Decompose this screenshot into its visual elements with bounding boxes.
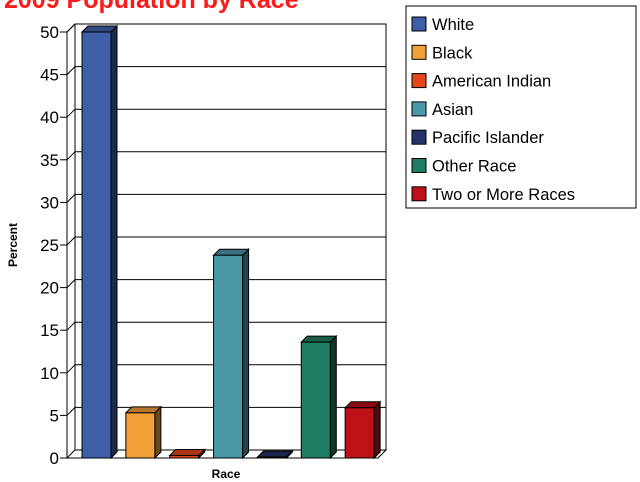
legend-box xyxy=(405,5,637,209)
gridline-side xyxy=(66,364,76,374)
bar-top xyxy=(168,448,206,456)
legend-swatch xyxy=(411,186,427,202)
legend-label: Two or More Races xyxy=(432,186,575,204)
legend-item: Pacific Islander xyxy=(411,129,544,147)
y-axis-title: Percent xyxy=(6,223,20,267)
legend-swatch xyxy=(411,16,427,32)
gridline-side xyxy=(66,279,76,288)
bar-side xyxy=(242,248,250,460)
y-tick-label: 20 xyxy=(40,279,59,298)
gridline-side xyxy=(66,151,76,161)
bar-side xyxy=(110,24,118,460)
bar-top xyxy=(212,248,250,256)
y-tick-label: 45 xyxy=(40,66,59,85)
legend-item: Black xyxy=(411,44,473,62)
gridline-side xyxy=(66,236,76,246)
legend-swatch xyxy=(411,129,427,145)
x-axis-title: Race xyxy=(212,467,241,481)
gridline-side xyxy=(66,108,76,118)
legend-swatch xyxy=(411,101,427,117)
bar-top xyxy=(256,450,294,458)
legend-swatch xyxy=(411,44,427,60)
bar-front xyxy=(300,341,331,459)
gridline-side xyxy=(66,407,76,416)
bar-side xyxy=(329,334,337,460)
legend-label: Pacific Islander xyxy=(432,129,544,147)
y-tick-label: 40 xyxy=(40,108,59,127)
bar-top xyxy=(124,406,163,414)
gridline-side xyxy=(66,321,76,331)
bar-side xyxy=(373,400,381,460)
gridline-side xyxy=(66,66,76,75)
legend-item: Two or More Races xyxy=(411,186,575,204)
chart-title: 2009 Population by Race xyxy=(4,0,299,14)
legend-swatch xyxy=(411,73,427,89)
bar-front xyxy=(81,31,112,459)
legend-item: Other Race xyxy=(411,158,516,176)
bars xyxy=(80,24,382,460)
bar-other-race xyxy=(300,334,338,460)
legend-item: American Indian xyxy=(411,73,551,91)
legend-label: American Indian xyxy=(432,73,551,91)
legend-swatch xyxy=(411,158,427,173)
legend-item: Asian xyxy=(411,101,473,119)
gridline-side xyxy=(66,194,76,203)
bar-asian xyxy=(212,248,250,460)
y-tick-label: 0 xyxy=(50,449,59,468)
y-axis-top-edge xyxy=(66,23,76,33)
y-tick-label: 5 xyxy=(50,406,59,425)
bar-front xyxy=(344,407,375,459)
axes: 0 5 10 15 20 25 30 35 40 45 50 xyxy=(40,23,378,468)
bar-top xyxy=(80,25,119,33)
legend-label: Other Race xyxy=(432,158,516,176)
bar-front xyxy=(125,412,156,459)
y-tick-label: 25 xyxy=(40,236,59,255)
y-tick-label: 15 xyxy=(40,321,59,340)
bar-american-indian xyxy=(168,448,206,460)
bar-top xyxy=(343,401,382,409)
y-tick-label: 50 xyxy=(40,23,59,42)
bar-white xyxy=(80,24,119,460)
legend-label: White xyxy=(432,16,474,34)
legend-item: White xyxy=(411,16,474,34)
bar-pacific-islander xyxy=(256,449,294,460)
legend-label: Asian xyxy=(432,101,473,119)
bar-black xyxy=(124,405,163,460)
legend-label: Black xyxy=(432,44,473,62)
bar-side xyxy=(154,405,162,460)
y-tick-label: 35 xyxy=(40,151,59,170)
bar-front xyxy=(213,254,244,459)
bar-top xyxy=(300,335,338,343)
legend: White Black American Indian Asian Pacific Is… xyxy=(405,5,637,209)
y-tick-label: 30 xyxy=(40,193,59,212)
bar-two-or-more-races xyxy=(343,400,382,460)
y-tick-label: 10 xyxy=(40,364,59,383)
